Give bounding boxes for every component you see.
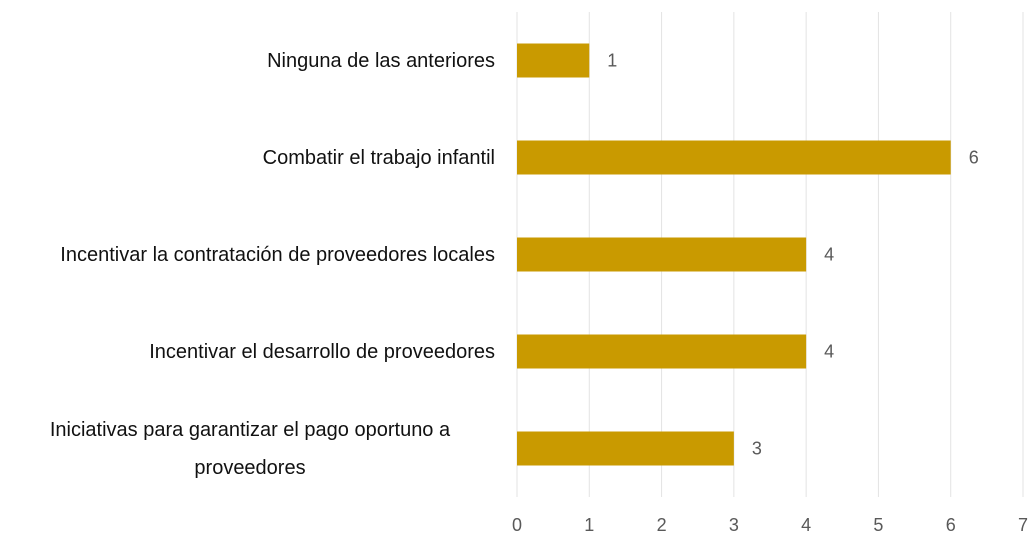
value-label: 4 xyxy=(824,341,834,361)
value-label: 3 xyxy=(752,438,762,458)
x-tick-label: 6 xyxy=(946,515,956,535)
x-tick-label: 3 xyxy=(729,515,739,535)
x-tick-label: 5 xyxy=(873,515,883,535)
y-tick-label-box: Combatir el trabajo infantil xyxy=(5,98,495,218)
x-tick-label: 0 xyxy=(512,515,522,535)
x-tick-label: 4 xyxy=(801,515,811,535)
bar xyxy=(517,237,807,272)
x-tick-label: 2 xyxy=(657,515,667,535)
value-label: 6 xyxy=(969,147,979,167)
y-tick-label: Ninguna de las anteriores xyxy=(267,49,495,72)
y-tick-label: Incentivar el desarrollo de proveedores xyxy=(149,340,495,363)
y-tick-label-box: Incentivar la contratación de proveedore… xyxy=(5,195,495,315)
y-tick-label-box: Incentivar el desarrollo de proveedores xyxy=(5,292,495,412)
y-tick-label: Combatir el trabajo infantil xyxy=(262,146,495,169)
bar xyxy=(517,431,734,466)
y-tick-label-box: Ninguna de las anteriores xyxy=(5,1,495,121)
x-tick-label: 7 xyxy=(1018,515,1028,535)
y-tick-label: Incentivar la contratación de proveedore… xyxy=(60,243,495,266)
y-tick-label: Iniciativas para garantizar el pago opor… xyxy=(49,418,451,479)
bar xyxy=(517,334,807,369)
value-label: 4 xyxy=(824,244,834,264)
value-label: 1 xyxy=(607,50,617,70)
bar xyxy=(517,140,951,175)
x-tick-label: 1 xyxy=(584,515,594,535)
y-tick-label-box: Iniciativas para garantizar el pago opor… xyxy=(5,389,495,509)
bar xyxy=(517,43,590,78)
